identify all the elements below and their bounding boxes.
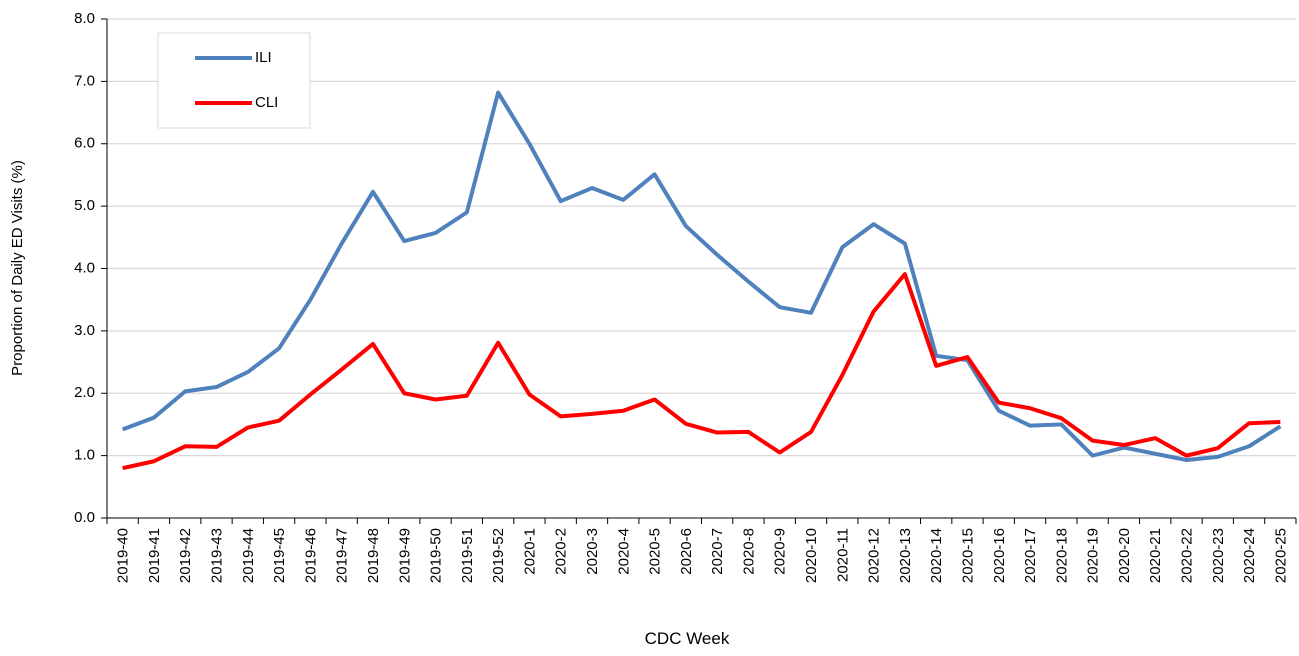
- x-tick-label: 2020-5: [647, 528, 664, 575]
- x-tick-label: 2020-10: [803, 528, 820, 583]
- x-tick-label: 2019-49: [396, 528, 413, 583]
- x-tick-label: 2020-24: [1241, 528, 1258, 583]
- x-tick-label: 2020-3: [584, 528, 601, 575]
- series-line: [122, 272, 1281, 471]
- y-tick-label: 5.0: [74, 197, 95, 214]
- y-tick-label: 3.0: [74, 322, 95, 339]
- x-tick-label: 2020-19: [1085, 528, 1102, 583]
- x-tick-label: 2020-7: [709, 528, 726, 575]
- x-axis-title: CDC Week: [645, 629, 730, 648]
- x-tick-label: 2020-4: [615, 528, 632, 575]
- y-tick-label: 1.0: [74, 447, 95, 464]
- x-tick-label: 2020-18: [1053, 528, 1070, 583]
- x-tick-label: 2019-47: [334, 528, 351, 583]
- y-tick-label: 7.0: [74, 72, 95, 89]
- x-tick-label: 2020-20: [1116, 528, 1133, 583]
- legend-box: [157, 32, 311, 129]
- y-tick-label: 0.0: [74, 509, 95, 526]
- y-tick-label: 8.0: [74, 10, 95, 27]
- y-tick-label: 2.0: [74, 384, 95, 401]
- y-axis-title: Proportion of Daily ED Visits (%): [9, 160, 26, 376]
- x-tick-label: 2020-14: [928, 528, 945, 583]
- x-tick-label: 2019-48: [365, 528, 382, 583]
- x-tick-label: 2020-25: [1272, 528, 1289, 583]
- x-tick-label: 2019-41: [146, 528, 163, 583]
- x-tick-label: 2019-42: [177, 528, 194, 583]
- x-tick-label: 2019-50: [428, 528, 445, 583]
- x-tick-label: 2020-9: [772, 528, 789, 575]
- x-tick-label: 2020-6: [678, 528, 695, 575]
- x-tick-label: 2020-23: [1210, 528, 1227, 583]
- x-tick-label: 2019-45: [271, 528, 288, 583]
- x-tick-label: 2020-22: [1178, 528, 1195, 583]
- x-tick-label: 2020-15: [959, 528, 976, 583]
- x-tick-label: 2020-8: [740, 528, 757, 575]
- x-tick-label: 2019-51: [459, 528, 476, 583]
- x-tick-label: 2019-40: [115, 528, 132, 583]
- series-line: [121, 90, 1282, 462]
- x-tick-label: 2020-21: [1147, 528, 1164, 583]
- y-tick-label: 6.0: [74, 135, 95, 152]
- x-tick-label: 2020-13: [897, 528, 914, 583]
- x-tick-label: 2020-11: [834, 528, 851, 582]
- x-tick-label: 2020-16: [991, 528, 1008, 583]
- x-tick-label: 2019-43: [209, 528, 226, 583]
- x-tick-label: 2019-52: [490, 528, 507, 583]
- x-tick-label: 2020-2: [553, 528, 570, 575]
- legend-label: ILI: [255, 49, 272, 66]
- y-tick-label: 4.0: [74, 259, 95, 276]
- legend-label: CLI: [255, 94, 278, 111]
- x-tick-label: 2020-17: [1022, 528, 1039, 583]
- x-tick-label: 2020-12: [866, 528, 883, 583]
- x-tick-label: 2019-44: [240, 528, 257, 583]
- x-tick-label: 2019-46: [302, 528, 319, 583]
- x-tick-label: 2020-1: [521, 528, 538, 575]
